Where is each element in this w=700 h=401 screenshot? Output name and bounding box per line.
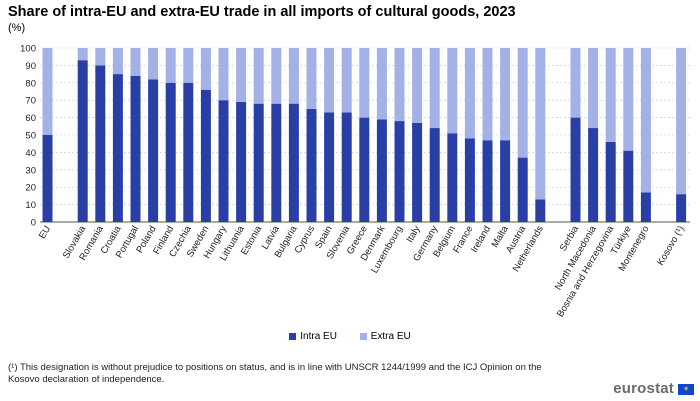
y-tick-label: 60 bbox=[25, 113, 36, 124]
legend-label-extra: Extra EU bbox=[370, 331, 411, 342]
y-tick-label: 10 bbox=[25, 200, 36, 211]
bar-intra-eu bbox=[570, 117, 581, 222]
bar-intra-eu bbox=[288, 103, 299, 222]
y-tick-label: 50 bbox=[25, 131, 36, 142]
bar-intra-eu bbox=[130, 75, 141, 222]
bar-extra-eu bbox=[447, 48, 458, 134]
bar-intra-eu bbox=[218, 100, 229, 222]
bar-extra-eu bbox=[588, 48, 599, 129]
eurostat-logo: eurostat bbox=[613, 380, 674, 397]
legend-item-extra: Extra EU bbox=[359, 331, 411, 342]
bar-extra-eu bbox=[535, 48, 546, 200]
bar-intra-eu bbox=[42, 135, 53, 222]
x-category-label: Kosovo (¹) bbox=[655, 224, 686, 267]
bar-intra-eu bbox=[676, 194, 687, 222]
legend-item-intra: Intra EU bbox=[289, 331, 337, 342]
footnote: (¹) This designation is without prejudic… bbox=[8, 362, 542, 385]
bar-extra-eu bbox=[112, 48, 123, 75]
bar-extra-eu bbox=[570, 48, 581, 118]
y-tick-label: 0 bbox=[31, 218, 36, 229]
bar-intra-eu bbox=[412, 122, 423, 222]
bar-intra-eu bbox=[517, 157, 528, 222]
bar-intra-eu bbox=[640, 192, 651, 222]
bar-intra-eu bbox=[253, 103, 264, 222]
unit-label: (%) bbox=[8, 22, 26, 34]
bar-intra-eu bbox=[183, 82, 194, 222]
y-tick-label: 20 bbox=[25, 183, 36, 194]
legend-label-intra: Intra EU bbox=[300, 331, 337, 342]
bar-extra-eu bbox=[500, 48, 511, 141]
bar-extra-eu bbox=[376, 48, 387, 120]
bar-intra-eu bbox=[148, 79, 159, 222]
legend-swatch-extra bbox=[359, 333, 367, 340]
bar-extra-eu bbox=[341, 48, 352, 113]
bar-extra-eu bbox=[42, 48, 53, 135]
bar-intra-eu bbox=[200, 89, 211, 222]
y-axis-ticks: 0 10 20 30 40 50 60 70 80 90 100 bbox=[20, 44, 36, 229]
bar-intra-eu bbox=[236, 101, 247, 222]
bar-intra-eu bbox=[464, 138, 475, 222]
bar-intra-eu bbox=[359, 117, 370, 222]
stacked-bar-chart: 0 10 20 30 40 50 60 70 80 90 100 EU SlovakiaRomania… bbox=[20, 44, 690, 319]
bar-extra-eu bbox=[412, 48, 423, 123]
bar-intra-eu bbox=[394, 121, 405, 222]
bar-extra-eu bbox=[429, 48, 440, 129]
bar-extra-eu bbox=[623, 48, 634, 151]
bar-extra-eu bbox=[394, 48, 405, 122]
bar-intra-eu bbox=[623, 150, 634, 222]
bar-intra-eu bbox=[306, 108, 317, 222]
bar-intra-eu bbox=[324, 112, 335, 222]
eu-flag-icon: ✶ bbox=[678, 384, 694, 395]
x-axis-labels: EU SlovakiaRomaniaCroatiaPortugalPolandFi… bbox=[37, 223, 687, 319]
y-tick-label: 80 bbox=[25, 78, 36, 89]
bar-extra-eu bbox=[324, 48, 335, 113]
y-tick-label: 90 bbox=[25, 61, 36, 72]
bar-intra-eu bbox=[112, 74, 123, 222]
x-category-label: EU bbox=[37, 224, 53, 241]
bar-extra-eu bbox=[183, 48, 194, 83]
bar-extra-eu bbox=[95, 48, 106, 66]
bar-extra-eu bbox=[236, 48, 247, 102]
y-tick-label: 30 bbox=[25, 165, 36, 176]
y-tick-label: 100 bbox=[20, 44, 36, 55]
bar-intra-eu bbox=[341, 112, 352, 222]
bar-extra-eu bbox=[464, 48, 475, 139]
bar-extra-eu bbox=[148, 48, 159, 80]
bar-extra-eu bbox=[605, 48, 616, 142]
bar-intra-eu bbox=[376, 119, 387, 222]
bar-extra-eu bbox=[165, 48, 176, 83]
bar-intra-eu bbox=[165, 82, 176, 222]
bars bbox=[42, 48, 687, 223]
bar-extra-eu bbox=[271, 48, 282, 104]
y-tick-label: 40 bbox=[25, 148, 36, 159]
bar-extra-eu bbox=[218, 48, 229, 101]
bar-extra-eu bbox=[130, 48, 141, 76]
bar-intra-eu bbox=[95, 65, 106, 223]
chart-title: Share of intra-EU and extra-EU trade in … bbox=[8, 4, 516, 20]
bar-intra-eu bbox=[605, 141, 616, 222]
bar-extra-eu bbox=[288, 48, 299, 104]
bar-extra-eu bbox=[640, 48, 651, 193]
bar-intra-eu bbox=[500, 140, 511, 222]
bar-extra-eu bbox=[77, 48, 88, 61]
bar-intra-eu bbox=[429, 128, 440, 222]
bar-extra-eu bbox=[306, 48, 317, 109]
bar-extra-eu bbox=[200, 48, 211, 90]
legend: Intra EU Extra EU bbox=[0, 331, 700, 343]
bar-intra-eu bbox=[535, 199, 546, 222]
bar-extra-eu bbox=[359, 48, 370, 118]
y-tick-label: 70 bbox=[25, 96, 36, 107]
bar-extra-eu bbox=[253, 48, 264, 104]
bar-intra-eu bbox=[271, 103, 282, 222]
bar-intra-eu bbox=[447, 133, 458, 222]
bar-intra-eu bbox=[482, 140, 493, 222]
bar-extra-eu bbox=[517, 48, 528, 158]
bar-intra-eu bbox=[77, 60, 88, 223]
bar-intra-eu bbox=[588, 128, 599, 222]
bar-extra-eu bbox=[676, 48, 687, 195]
legend-swatch-intra bbox=[289, 333, 297, 340]
bar-extra-eu bbox=[482, 48, 493, 141]
